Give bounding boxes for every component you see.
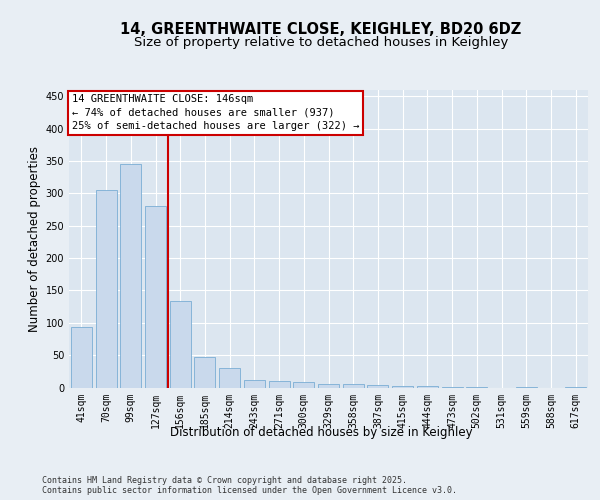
Bar [442,387,463,388]
Bar [417,386,438,388]
Bar [367,385,388,388]
Bar [95,190,116,388]
Bar [269,381,290,388]
Text: Distribution of detached houses by size in Keighley: Distribution of detached houses by size … [170,426,472,439]
Text: Size of property relative to detached houses in Keighley: Size of property relative to detached ho… [134,36,508,49]
Text: Contains HM Land Registry data © Crown copyright and database right 2025.
Contai: Contains HM Land Registry data © Crown c… [42,476,457,495]
Bar [466,387,487,388]
Bar [145,206,166,388]
Bar [565,387,586,388]
Text: 14 GREENTHWAITE CLOSE: 146sqm
← 74% of detached houses are smaller (937)
25% of : 14 GREENTHWAITE CLOSE: 146sqm ← 74% of d… [71,94,359,131]
Bar [318,384,339,388]
Bar [343,384,364,388]
Bar [244,380,265,388]
Bar [392,386,413,388]
Bar [71,328,92,388]
Y-axis label: Number of detached properties: Number of detached properties [28,146,41,332]
Bar [120,164,141,388]
Bar [293,382,314,388]
Bar [219,368,240,388]
Text: 14, GREENTHWAITE CLOSE, KEIGHLEY, BD20 6DZ: 14, GREENTHWAITE CLOSE, KEIGHLEY, BD20 6… [121,22,521,38]
Bar [516,387,537,388]
Bar [194,357,215,388]
Bar [170,302,191,388]
